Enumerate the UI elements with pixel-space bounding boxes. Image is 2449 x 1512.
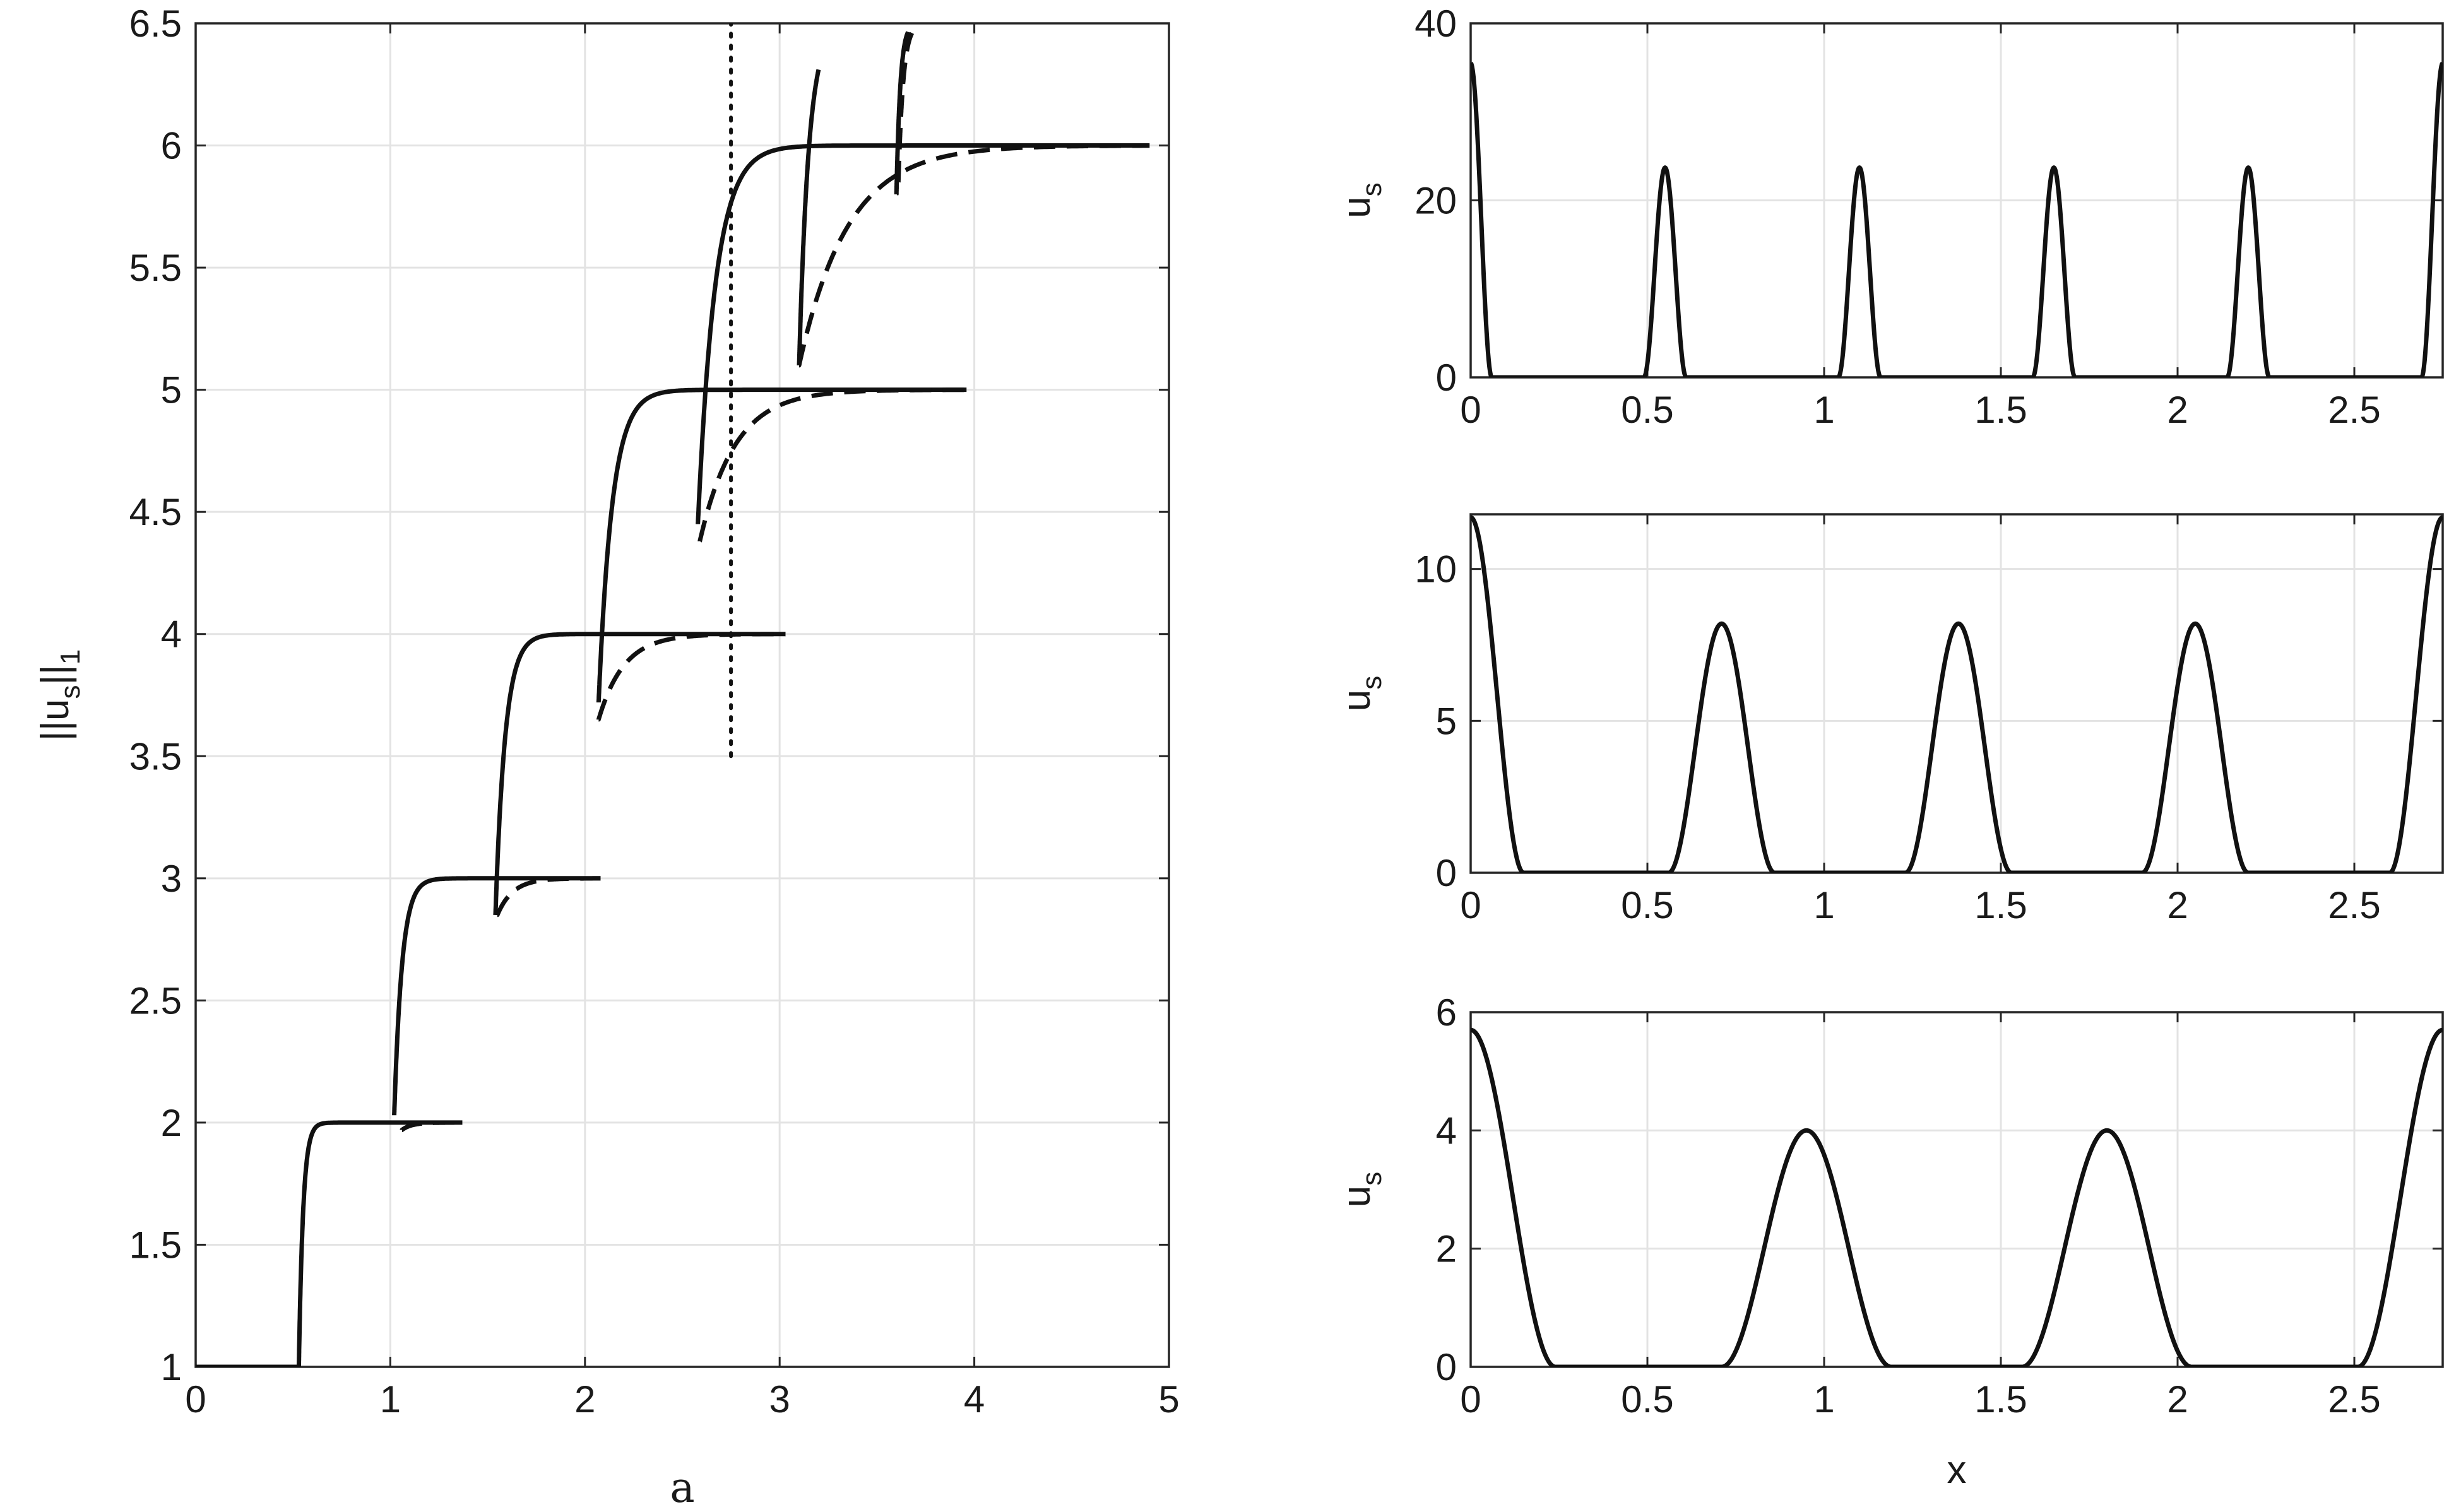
y-tick-label: 6 [1436,991,1457,1034]
y-axis-label: us [1335,1172,1387,1207]
y-tick-label: 5.5 [129,247,182,289]
solid-branch-6 [797,68,821,368]
series-group [1471,61,2443,377]
x-tick-label: 1 [1813,884,1834,926]
x-tick-label: 1.5 [1974,389,2027,431]
solid-branch-2 [392,876,602,1118]
x-tick-label: 1 [380,1378,401,1420]
middle-right-chart: 0 0.5 1 1.5 2 2.5 0 5 10 us [1335,513,2444,926]
y-tick-label: 4.5 [129,491,182,533]
dashed-branch-2 [495,876,602,918]
dashed-branch-7 [896,31,915,184]
solid-branch-3 [493,632,786,918]
x-tick-label: 2 [2167,1378,2188,1420]
y-tick-label: 4 [1436,1109,1457,1152]
x-tick-label: 2.5 [2328,884,2380,926]
y-axis-label: ||us||1 [33,649,86,741]
y-tick-label: 2.5 [129,979,182,1022]
x-tick-label: 2 [2167,884,2188,926]
y-tick-label: 4 [161,613,182,656]
y-tick-label: 5 [1436,700,1457,742]
x-tick-label: 2.5 [2328,389,2380,431]
solid-branch-7 [894,30,911,197]
y-tick-label: 2 [161,1102,182,1144]
dashed-branch-5 [797,143,1150,368]
top-right-chart: 0 0.5 1 1.5 2 2.5 0 20 40 us [1335,3,2444,431]
y-tick-label: 0 [1436,1346,1457,1388]
y-tick-label: 1 [161,1346,182,1388]
series-group [1471,1027,2443,1367]
x-tick-label: 0 [1460,884,1481,926]
x-tick-label: 1 [1813,389,1834,431]
x-tick-label: 2.5 [2328,1378,2380,1420]
x-tick-label: 0.5 [1621,389,1673,431]
solid-branch-4 [596,387,967,705]
y-tick-label: 5 [161,369,182,411]
series-group [196,23,1150,1367]
axes-frame [1469,513,2444,874]
profile-line [1471,61,2443,377]
x-tick-label: 0 [1460,1378,1481,1420]
x-tick-label: 1.5 [1974,1378,2027,1420]
left-chart: 0 1 2 3 4 511.522.533.544.555.566.5a||us||1 [33,3,1180,1512]
y-axis-label: us [1335,182,1387,218]
x-tick-label: 0.5 [1621,1378,1673,1420]
x-tick-label: 4 [964,1378,985,1420]
y-tick-label: 3 [161,858,182,900]
y-tick-label: 3.5 [129,735,182,777]
y-tick-label: 0 [1436,852,1457,894]
x-tick-label: 5 [1158,1378,1179,1420]
y-tick-label: 6 [161,125,182,167]
axes-frame [194,22,1170,1368]
x-tick-label: 0.5 [1621,884,1673,926]
y-axis-label: us [1335,676,1387,711]
x-tick-label: 3 [769,1378,790,1420]
y-tick-label: 1.5 [129,1224,182,1266]
x-axis-label: a [670,1463,694,1512]
y-tick-label: 0 [1436,357,1457,399]
y-tick-label: 10 [1414,548,1457,591]
profile-line [1471,515,2443,873]
axes-frame [1469,1011,2444,1368]
solid-branch-1 [297,1120,463,1367]
dashed-branch-4 [697,387,967,543]
y-tick-label: 6.5 [129,3,182,45]
series-group [1471,515,2443,873]
x-tick-label: 1.5 [1974,884,2027,926]
y-tick-label: 40 [1414,3,1457,45]
profile-line [1471,1027,2443,1367]
dashed-branch-1 [400,1120,465,1132]
solid-branch-5 [696,143,1150,526]
dashed-branch-3 [596,632,786,722]
y-tick-label: 2 [1436,1228,1457,1270]
x-tick-label: 2 [2167,389,2188,431]
bottom-right-chart: 0 0.5 1 1.5 2 2.5 0 2 4 6 us x [1335,991,2444,1492]
x-tick-label: 0 [185,1378,206,1420]
x-tick-label: 1 [1813,1378,1834,1420]
y-tick-label: 20 [1414,180,1457,222]
x-tick-label: 0 [1460,389,1481,431]
x-axis-label: x [1947,1448,1967,1492]
x-tick-label: 2 [574,1378,595,1420]
